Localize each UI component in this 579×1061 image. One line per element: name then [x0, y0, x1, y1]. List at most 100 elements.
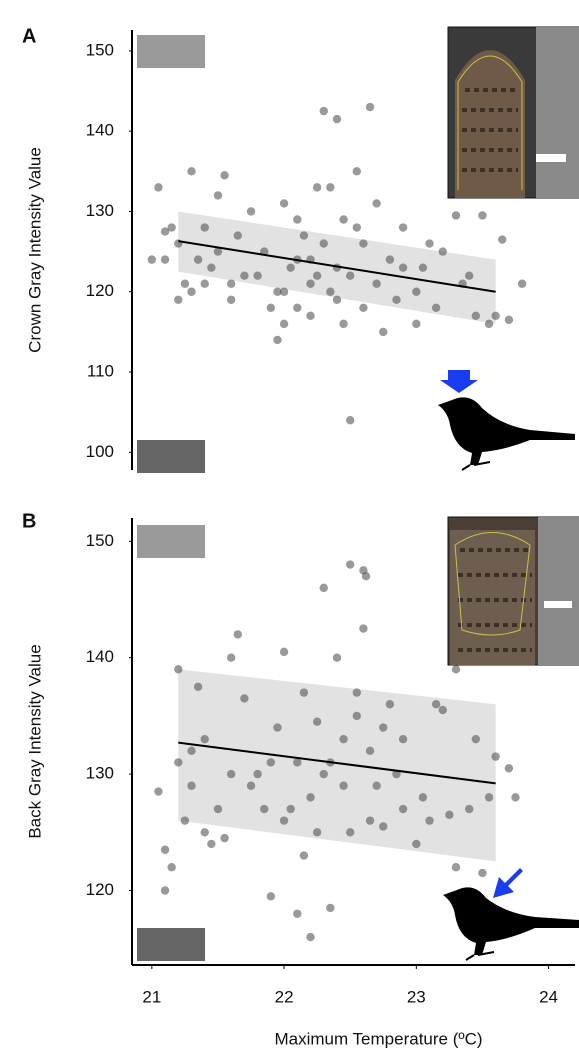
data-point	[286, 263, 295, 272]
data-point	[319, 769, 328, 779]
data-point	[187, 781, 196, 790]
y-tick-label: 110	[87, 362, 114, 381]
data-point	[484, 793, 494, 802]
y-tick-label: 120	[86, 880, 114, 899]
data-point	[273, 335, 282, 345]
data-point	[352, 167, 362, 176]
data-point	[359, 624, 368, 633]
data-point	[154, 183, 163, 192]
data-point	[160, 886, 170, 895]
data-point	[471, 311, 481, 321]
light-swatch	[137, 35, 205, 68]
data-point	[425, 816, 434, 825]
data-point	[279, 816, 289, 825]
data-point	[392, 769, 401, 779]
data-point	[174, 295, 183, 304]
data-point	[279, 647, 289, 657]
y-tick-label: 150	[86, 531, 114, 550]
x-tick-label: 22	[275, 987, 294, 1006]
data-point	[339, 734, 348, 744]
data-point	[160, 227, 170, 236]
data-point	[478, 868, 487, 878]
light-swatch	[137, 525, 205, 558]
data-point	[167, 863, 176, 872]
data-point	[392, 295, 401, 304]
data-point	[312, 828, 322, 837]
data-point	[365, 102, 375, 112]
data-point	[418, 263, 428, 272]
y-tick-label: 130	[86, 201, 114, 220]
data-point	[246, 781, 256, 790]
data-point	[180, 816, 190, 825]
x-tick-label: 21	[142, 987, 161, 1006]
data-point	[293, 215, 302, 224]
data-point	[372, 279, 381, 288]
data-point	[319, 106, 328, 116]
data-point	[379, 822, 388, 831]
data-point	[273, 723, 282, 732]
data-point	[279, 199, 289, 208]
y-tick-label: 140	[86, 647, 114, 666]
data-point	[451, 211, 461, 220]
data-point	[372, 199, 381, 208]
dark-swatch	[137, 440, 205, 473]
data-point	[233, 630, 242, 639]
data-point	[451, 665, 461, 674]
data-point	[511, 793, 520, 802]
data-point	[504, 764, 514, 773]
data-point	[345, 416, 355, 425]
data-point	[246, 207, 256, 216]
data-point	[306, 793, 315, 802]
crown-photo	[447, 26, 579, 199]
data-point	[431, 700, 441, 709]
y-tick-label: 100	[86, 442, 114, 461]
bird-silhouette	[443, 868, 579, 961]
data-point	[187, 746, 196, 756]
data-point	[226, 653, 236, 662]
data-point	[187, 287, 196, 296]
data-point	[398, 263, 408, 272]
data-point	[491, 752, 500, 761]
data-point	[154, 787, 163, 796]
data-point	[213, 191, 223, 200]
data-point	[226, 279, 236, 288]
fit-line	[178, 240, 496, 293]
y-axis-title: Back Gray Intensity Value	[25, 644, 44, 838]
data-point	[332, 114, 342, 124]
data-point	[226, 769, 236, 779]
data-point	[200, 734, 209, 744]
dark-swatch	[137, 928, 205, 961]
data-point	[339, 781, 348, 790]
data-point	[339, 319, 348, 329]
data-point	[160, 845, 170, 854]
data-point	[517, 279, 527, 288]
data-point	[306, 932, 315, 942]
y-tick-label: 130	[86, 764, 114, 783]
data-point	[484, 319, 494, 329]
data-point	[352, 688, 362, 697]
y-tick-label: 140	[86, 121, 114, 140]
data-point	[431, 303, 441, 313]
data-point	[339, 215, 348, 224]
data-point	[359, 239, 368, 248]
data-point	[293, 303, 302, 313]
x-tick-label: 23	[407, 987, 426, 1006]
data-point	[293, 909, 302, 918]
data-point	[332, 653, 342, 662]
data-point	[379, 723, 388, 732]
data-point	[220, 833, 229, 843]
data-point	[379, 327, 388, 337]
data-point	[200, 223, 209, 232]
data-point	[372, 781, 381, 790]
data-point	[412, 839, 421, 849]
data-point	[398, 734, 408, 744]
data-point	[412, 319, 421, 329]
data-point	[445, 810, 454, 820]
data-point	[498, 235, 507, 244]
data-point	[345, 271, 355, 280]
data-point	[240, 271, 249, 280]
data-point	[438, 247, 447, 256]
data-point	[319, 583, 328, 593]
data-point	[160, 255, 170, 264]
